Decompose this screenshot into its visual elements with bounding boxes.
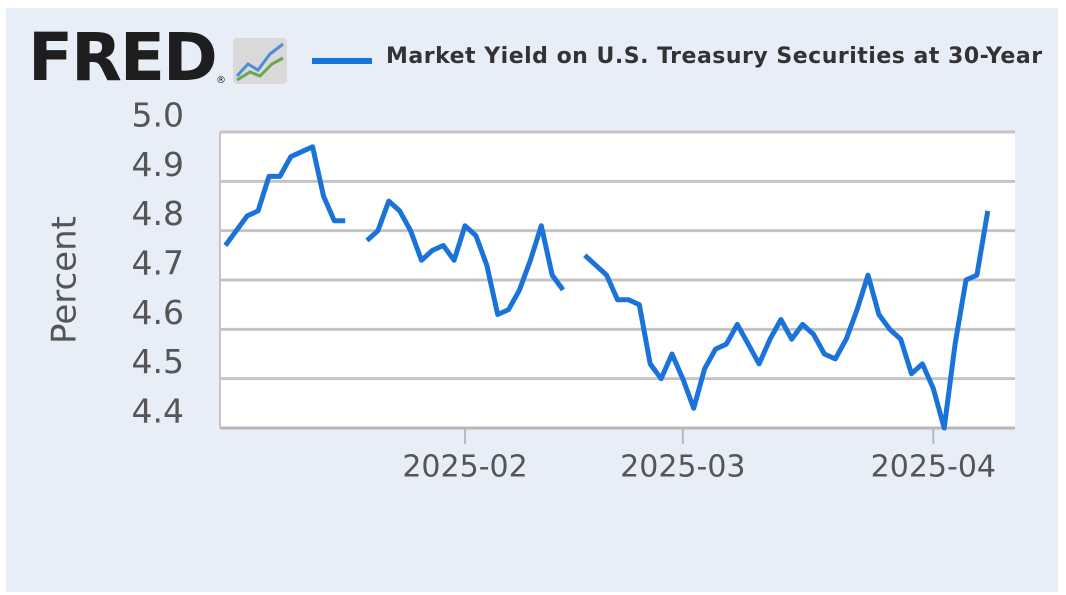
legend-label: Market Yield on U.S. Treasury Securities… <box>386 44 1043 69</box>
line <box>223 144 991 431</box>
y-tick-label: 4.7 <box>132 244 184 283</box>
y-tick-label: 5.0 <box>132 96 184 135</box>
logo-icon <box>233 38 287 84</box>
x-tick-label: 2025-03 <box>620 450 745 485</box>
y-tick-label: 4.8 <box>132 194 184 233</box>
y-tick-label: 4.4 <box>132 392 184 431</box>
y-tick-label: 4.5 <box>132 342 184 381</box>
logo-mark: ® <box>216 75 226 86</box>
y-tick-label: 4.9 <box>132 145 184 184</box>
x-tick-label: 2025-02 <box>402 450 527 485</box>
y-axis-label: Percent <box>45 216 85 344</box>
logo: FRED <box>28 19 216 96</box>
x-tick-label: 2025-04 <box>871 450 996 485</box>
y-tick-label: 4.6 <box>132 293 184 332</box>
